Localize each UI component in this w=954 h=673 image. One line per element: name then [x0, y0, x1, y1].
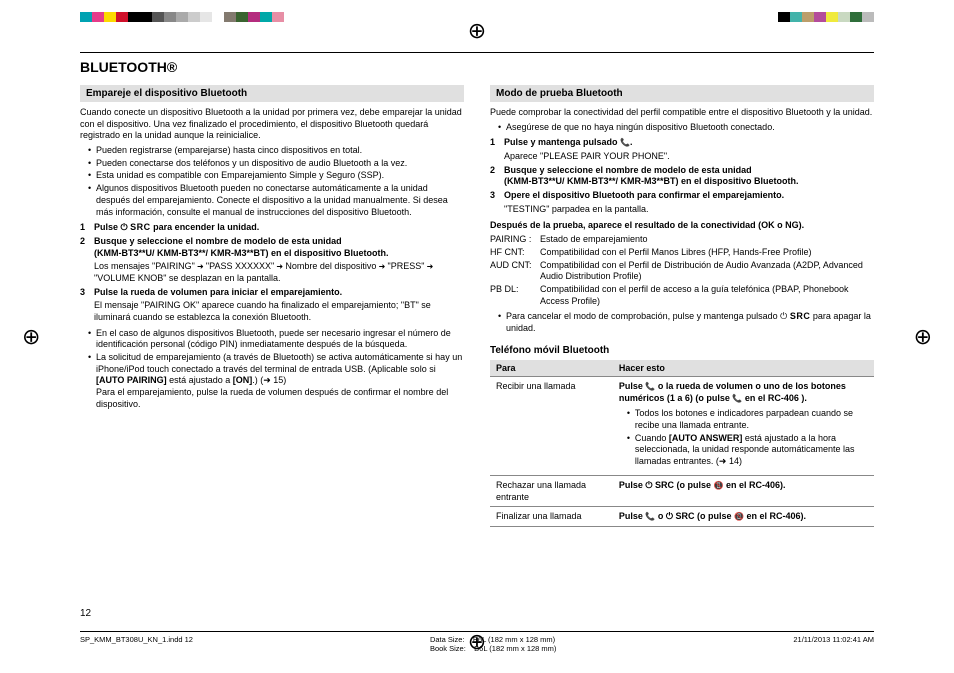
- phone-icon: [732, 393, 742, 403]
- page-title: BLUETOOTH®: [80, 59, 874, 79]
- pair-note: Esta unidad es compatible con Emparejami…: [88, 170, 464, 182]
- color-bar-left: [80, 12, 284, 22]
- step-2: 2 Busque y seleccione el nombre de model…: [80, 236, 464, 259]
- profile-row: PB DL:Compatibilidad con el perfil de ac…: [490, 284, 874, 307]
- section-header-pair: Empareje el dispositivo Bluetooth: [80, 85, 464, 102]
- registration-mark-left-icon: ⊕: [22, 324, 40, 350]
- table-subnote: Todos los botones e indicadores parpadea…: [627, 408, 868, 431]
- power-icon: [645, 480, 652, 490]
- print-footer: SP_KMM_BT308U_KN_1.indd 12 Data Size: B6…: [80, 631, 874, 653]
- end-call-icon: [714, 480, 724, 490]
- test-step-3-sub: "TESTING" parpadea en la pantalla.: [490, 204, 874, 216]
- pair-postnote: La solicitud de emparejamiento (a través…: [88, 352, 464, 410]
- pair-note: Pueden conectarse dos teléfonos y un dis…: [88, 158, 464, 170]
- power-icon: [780, 311, 787, 321]
- test-note: Asegúrese de que no haya ningún disposit…: [498, 122, 874, 134]
- section-header-test: Modo de prueba Bluetooth: [490, 85, 874, 102]
- right-column: Modo de prueba Bluetooth Puede comprobar…: [490, 85, 874, 527]
- pair-postnote-sub: Para el emparejamiento, pulse la rueda d…: [96, 387, 464, 410]
- profile-row: HF CNT:Compatibilidad con el Perfil Mano…: [490, 247, 874, 259]
- pair-note: Pueden registrarse (emparejarse) hasta c…: [88, 145, 464, 157]
- footer-file: SP_KMM_BT308U_KN_1.indd 12: [80, 635, 193, 653]
- test-cancel: Para cancelar el modo de comprobación, p…: [498, 311, 874, 334]
- table-row: Rechazar una llamada entrante Pulse SRC …: [490, 475, 874, 506]
- table-subnote: Cuando [AUTO ANSWER] está ajustado a la …: [627, 433, 868, 468]
- profile-row: PAIRING :Estado de emparejamiento: [490, 234, 874, 246]
- phone-icon: [620, 137, 630, 147]
- table-header-para: Para: [490, 360, 613, 377]
- footer-sizes: Data Size: B6L (182 mm x 128 mm) Book Si…: [430, 635, 556, 653]
- section-header-phone: Teléfono móvil Bluetooth: [490, 345, 874, 356]
- test-step-2: 2 Busque y seleccione el nombre de model…: [490, 165, 874, 188]
- step-1: 1 Pulse SRC para encender la unidad.: [80, 222, 464, 234]
- power-icon: [666, 511, 673, 521]
- test-result-heading: Después de la prueba, aparece el resulta…: [490, 220, 874, 232]
- end-call-icon: [734, 511, 744, 521]
- test-step-3: 3 Opere el dispositivo Bluetooth para co…: [490, 190, 874, 202]
- test-intro: Puede comprobar la conectividad del perf…: [490, 107, 874, 119]
- step-3: 3 Pulse la rueda de volumen para iniciar…: [80, 287, 464, 299]
- test-step-1: 1 Pulse y mantenga pulsado .: [490, 137, 874, 149]
- table-header-hacer: Hacer esto: [613, 360, 874, 377]
- step-2-sub: Los mensajes "PAIRING""PASS XXXXXX"Nombr…: [80, 261, 464, 284]
- page-content: BLUETOOTH® Empareje el dispositivo Bluet…: [80, 52, 874, 621]
- pair-note: Algunos dispositivos Bluetooth pueden no…: [88, 183, 464, 218]
- test-step-1-sub: Aparece "PLEASE PAIR YOUR PHONE".: [490, 151, 874, 163]
- power-icon: [121, 222, 128, 232]
- left-column: Empareje el dispositivo Bluetooth Cuando…: [80, 85, 464, 527]
- registration-mark-top-icon: ⊕: [468, 18, 486, 44]
- phone-icon: [645, 381, 655, 391]
- phone-actions-table: Para Hacer esto Recibir una llamada Puls…: [490, 360, 874, 527]
- page-number: 12: [80, 608, 91, 619]
- table-row: Finalizar una llamada Pulse o SRC (o pul…: [490, 507, 874, 527]
- phone-icon: [645, 511, 655, 521]
- registration-mark-right-icon: ⊕: [914, 324, 932, 350]
- profile-row: AUD CNT:Compatibilidad con el Perfil de …: [490, 260, 874, 283]
- step-3-sub: El mensaje "PAIRING OK" aparece cuando h…: [80, 300, 464, 323]
- color-bar-right: [778, 12, 874, 22]
- pair-postnote: En el caso de algunos dispositivos Bluet…: [88, 328, 464, 351]
- table-row: Recibir una llamada Pulse o la rueda de …: [490, 376, 874, 475]
- pair-intro: Cuando conecte un dispositivo Bluetooth …: [80, 107, 464, 142]
- footer-timestamp: 21/11/2013 11:02:41 AM: [793, 635, 874, 653]
